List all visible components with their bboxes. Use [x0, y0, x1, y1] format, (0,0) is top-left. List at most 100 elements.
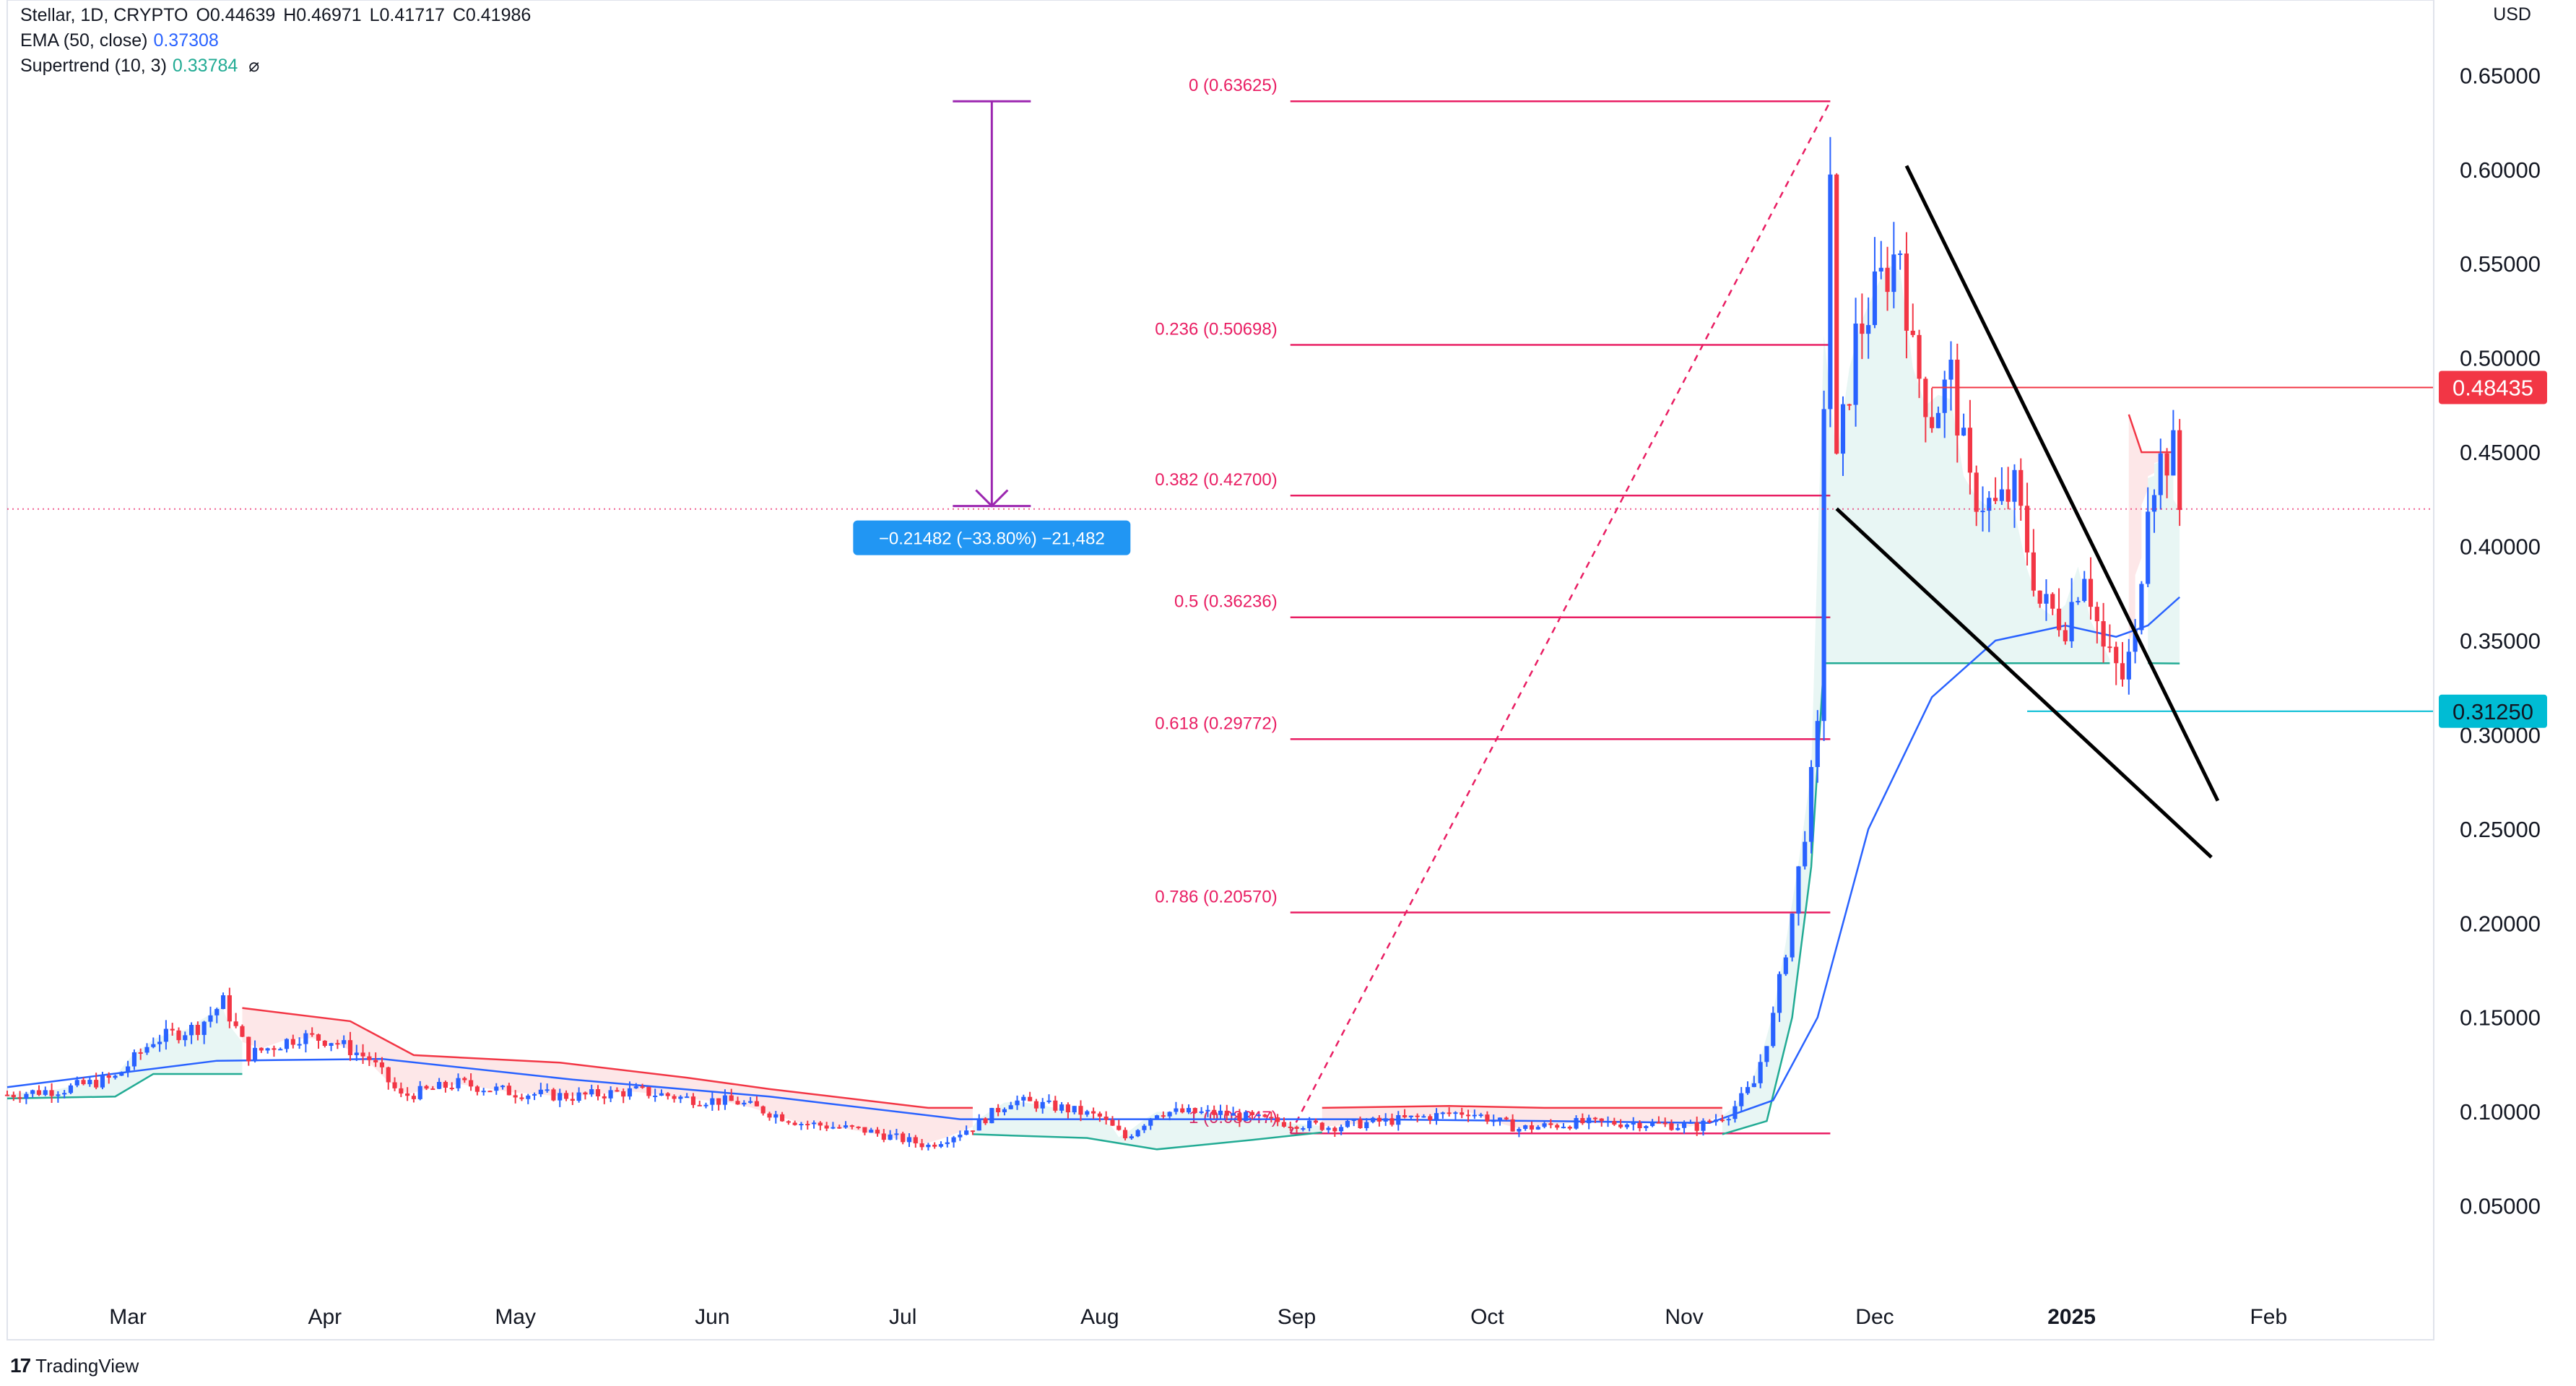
- candle-body: [1097, 1113, 1102, 1117]
- candle-body: [347, 1040, 353, 1055]
- candle-body: [1262, 1114, 1267, 1117]
- candle-body: [1440, 1112, 1445, 1114]
- candle-body: [2056, 608, 2062, 631]
- fib-level-label: 0.5 (0.36236): [1174, 592, 1278, 612]
- candle-body: [1497, 1117, 1503, 1121]
- candle-body: [405, 1093, 410, 1096]
- candle-body: [144, 1047, 149, 1053]
- candle-body: [2069, 602, 2074, 641]
- candle-body: [1148, 1118, 1153, 1126]
- candle-body: [183, 1035, 188, 1041]
- candle-body: [1555, 1125, 1560, 1128]
- candle-body: [1656, 1122, 1661, 1124]
- candle-body: [2094, 607, 2099, 622]
- candle-body: [1930, 417, 1935, 428]
- candle-body: [678, 1096, 683, 1099]
- candle-body: [94, 1080, 99, 1088]
- legend-ema[interactable]: EMA (50, close) 0.37308: [20, 28, 531, 53]
- candle-body: [1478, 1114, 1483, 1117]
- candle-body: [399, 1088, 404, 1094]
- supertrend-line: [1722, 662, 2110, 1135]
- candle-body: [1091, 1111, 1096, 1114]
- candle-body: [1364, 1122, 1369, 1128]
- candle-body: [1561, 1127, 1566, 1129]
- candle-body: [2082, 579, 2087, 602]
- candle-body: [100, 1075, 105, 1088]
- candle-body: [1751, 1083, 1756, 1088]
- candle-body: [2024, 506, 2030, 553]
- candle-body: [1122, 1130, 1128, 1139]
- candle-body: [252, 1047, 258, 1062]
- ema-value: 0.37308: [153, 30, 219, 51]
- candle-body: [913, 1137, 918, 1144]
- candle-body: [1644, 1126, 1649, 1129]
- eye-off-icon[interactable]: ⌀: [248, 56, 260, 76]
- candle-body: [4, 1094, 10, 1096]
- candle-body: [310, 1033, 315, 1035]
- candle-body: [11, 1094, 16, 1098]
- candle-body: [195, 1025, 200, 1035]
- candle-body: [1961, 428, 1966, 436]
- open-value: 0.44639: [209, 5, 276, 25]
- candle-body: [1231, 1113, 1236, 1116]
- candle-body: [1853, 324, 1858, 405]
- candle-body: [1840, 404, 1846, 454]
- y-tick-label: 0.40000: [2460, 534, 2541, 560]
- candle-body: [449, 1088, 454, 1090]
- candle-body: [1351, 1119, 1356, 1121]
- low-value: 0.41717: [379, 5, 445, 25]
- candle-body: [831, 1127, 836, 1129]
- candle-body: [805, 1124, 810, 1126]
- candle-body: [1777, 974, 1782, 1013]
- candle-body: [1618, 1124, 1623, 1127]
- candle-body: [906, 1137, 912, 1143]
- candle-body: [1116, 1125, 1122, 1130]
- candle-body: [1567, 1127, 1572, 1129]
- resistance-price-tag: [2439, 371, 2547, 404]
- candle-body: [2146, 511, 2151, 584]
- candle-body: [1967, 428, 1972, 473]
- candle-body: [1313, 1120, 1319, 1123]
- candle-body: [958, 1135, 963, 1138]
- candle-body: [602, 1096, 607, 1099]
- candle-body: [1167, 1112, 1172, 1117]
- candle-body: [849, 1125, 854, 1127]
- candle-body: [1504, 1117, 1509, 1119]
- candle-body: [1326, 1127, 1331, 1130]
- candle-body: [627, 1088, 633, 1097]
- candle-body: [233, 1021, 238, 1026]
- candle-body: [1923, 378, 1928, 417]
- ema-label: EMA (50, close): [20, 30, 148, 51]
- candle-body: [633, 1086, 638, 1088]
- candle-body: [1256, 1114, 1261, 1117]
- candle-body: [126, 1066, 131, 1073]
- support-price-tag: [2439, 694, 2547, 728]
- candle-body: [1587, 1117, 1592, 1124]
- candle-body: [1434, 1113, 1439, 1120]
- candle-body: [1332, 1127, 1337, 1132]
- candle-body: [1281, 1122, 1287, 1127]
- candle-body: [563, 1093, 569, 1099]
- candle-body: [30, 1090, 35, 1094]
- candle-body: [1910, 330, 1915, 335]
- tv-logo-icon: 17: [10, 1354, 31, 1377]
- symbol-title[interactable]: Stellar, 1D, CRYPTO: [20, 5, 188, 25]
- candle-body: [151, 1044, 156, 1047]
- candle-body: [1764, 1046, 1769, 1062]
- candle-body: [1719, 1119, 1725, 1122]
- candle-body: [1205, 1109, 1210, 1112]
- candle-body: [1065, 1104, 1070, 1113]
- candle-body: [1860, 324, 1865, 334]
- candle-body: [595, 1089, 601, 1096]
- candle-body: [1517, 1129, 1522, 1132]
- candle-body: [2151, 495, 2157, 512]
- candle-body: [1110, 1119, 1115, 1126]
- y-tick-label: 0.10000: [2460, 1099, 2541, 1125]
- currency-label[interactable]: USD: [2493, 4, 2531, 25]
- candle-body: [265, 1048, 270, 1051]
- legend-supertrend[interactable]: Supertrend (10, 3) 0.33784 ⌀: [20, 53, 531, 79]
- candle-body: [976, 1118, 981, 1131]
- candle-body: [1015, 1100, 1020, 1106]
- candle-body: [1485, 1114, 1490, 1122]
